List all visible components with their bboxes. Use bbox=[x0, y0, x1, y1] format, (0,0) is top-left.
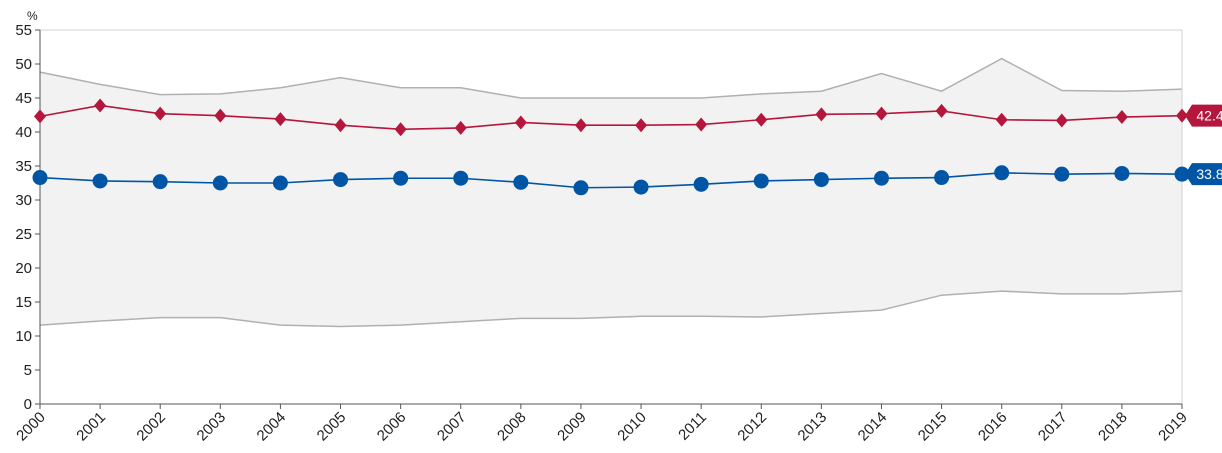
data-point-circle bbox=[1114, 165, 1130, 181]
data-point-diamond bbox=[815, 107, 828, 122]
x-tick-label: 2019 bbox=[1155, 409, 1191, 445]
data-point-circle bbox=[333, 172, 349, 188]
data-point-diamond bbox=[1176, 108, 1188, 123]
data-point-circle bbox=[453, 170, 469, 186]
data-point-diamond bbox=[274, 112, 287, 127]
data-point-circle bbox=[152, 174, 168, 190]
data-point-diamond bbox=[154, 106, 167, 121]
data-point-diamond bbox=[454, 120, 467, 135]
y-tick-label: 25 bbox=[15, 226, 32, 243]
x-tick-label: 2004 bbox=[254, 409, 290, 445]
y-tick-label: 50 bbox=[15, 56, 32, 73]
x-tick-label: 2017 bbox=[1035, 409, 1071, 445]
end-label-tag-1 bbox=[1185, 163, 1222, 186]
y-tick-label: 35 bbox=[15, 158, 32, 175]
x-tick-label: 2013 bbox=[795, 409, 831, 445]
y-tick-label: 45 bbox=[15, 90, 32, 107]
end-labels-layer: 42.4 33.8 bbox=[1185, 104, 1222, 186]
data-point-diamond bbox=[514, 115, 527, 130]
data-point-circle bbox=[573, 180, 589, 196]
data-point-diamond bbox=[574, 118, 587, 133]
y-tick-label: 55 bbox=[15, 22, 32, 39]
y-tick-label: 10 bbox=[15, 328, 32, 345]
data-point-circle bbox=[633, 179, 649, 195]
data-point-diamond bbox=[935, 103, 948, 118]
data-point-diamond bbox=[94, 98, 107, 113]
x-tick-label: 2006 bbox=[374, 409, 410, 445]
series-line-0 bbox=[39, 104, 1183, 131]
range-band-layer bbox=[39, 57, 1183, 328]
data-point-diamond bbox=[635, 118, 648, 133]
data-point-diamond bbox=[34, 109, 46, 124]
data-point-circle bbox=[1174, 166, 1190, 182]
end-label-value-0: 42.4 bbox=[1196, 108, 1222, 124]
data-point-circle bbox=[693, 176, 709, 192]
data-point-diamond bbox=[875, 106, 888, 121]
x-tick-label: 2003 bbox=[194, 409, 230, 445]
data-point-circle bbox=[92, 173, 108, 189]
y-unit-label: % bbox=[27, 9, 38, 23]
data-point-diamond bbox=[1115, 110, 1128, 125]
x-tick-label: 2009 bbox=[554, 409, 590, 445]
y-tick-label: 5 bbox=[24, 362, 32, 379]
y-tick-label: 30 bbox=[15, 192, 32, 209]
y-tick-label: 20 bbox=[15, 260, 32, 277]
data-point-circle bbox=[1054, 166, 1070, 182]
data-point-circle bbox=[212, 175, 228, 191]
end-label-tag-0 bbox=[1185, 104, 1222, 127]
x-tick-label: 2002 bbox=[133, 409, 169, 445]
range-band-upper-line bbox=[39, 57, 1183, 99]
data-point-circle bbox=[753, 173, 769, 189]
x-tick-label: 2001 bbox=[73, 409, 109, 445]
data-point-circle bbox=[873, 170, 889, 186]
data-point-diamond bbox=[755, 112, 768, 127]
x-tick-label: 2012 bbox=[734, 409, 770, 445]
y-tick-label: 15 bbox=[15, 294, 32, 311]
x-tick-label: 2010 bbox=[614, 409, 650, 445]
range-band-lower-line bbox=[39, 290, 1183, 328]
data-point-circle bbox=[272, 175, 288, 191]
x-tick-label: 2005 bbox=[314, 409, 350, 445]
x-tick-label: 2007 bbox=[434, 409, 470, 445]
x-tick-label: 2016 bbox=[975, 409, 1011, 445]
data-point-circle bbox=[934, 170, 950, 186]
x-tick-label: 2011 bbox=[675, 409, 710, 444]
series-layer bbox=[32, 98, 1190, 196]
data-point-circle bbox=[994, 165, 1010, 181]
x-tick-label: 2018 bbox=[1095, 409, 1131, 445]
end-label-value-1: 33.8 bbox=[1196, 166, 1222, 182]
x-tick-label: 2015 bbox=[915, 409, 951, 445]
data-point-diamond bbox=[995, 112, 1008, 127]
series-line-1 bbox=[39, 171, 1183, 189]
data-point-diamond bbox=[334, 118, 347, 133]
y-tick-label: 0 bbox=[24, 396, 32, 413]
data-point-diamond bbox=[1055, 113, 1068, 128]
x-tick-label: 2000 bbox=[13, 409, 49, 445]
y-tick-label: 40 bbox=[15, 124, 32, 141]
x-tick-label: 2014 bbox=[855, 409, 891, 445]
data-point-circle bbox=[393, 170, 409, 186]
data-point-diamond bbox=[695, 117, 708, 132]
data-point-diamond bbox=[394, 122, 407, 137]
range-band-area bbox=[40, 58, 1182, 327]
data-point-circle bbox=[32, 170, 48, 186]
data-point-circle bbox=[513, 174, 529, 190]
data-point-circle bbox=[813, 172, 829, 188]
x-tick-label: 2008 bbox=[494, 409, 530, 445]
data-point-diamond bbox=[214, 108, 227, 123]
